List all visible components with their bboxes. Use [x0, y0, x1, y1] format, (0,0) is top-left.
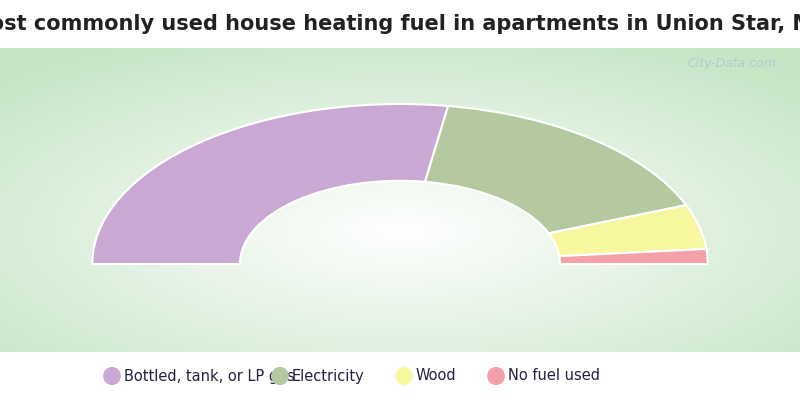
- Ellipse shape: [487, 367, 505, 385]
- Wedge shape: [92, 104, 448, 264]
- Ellipse shape: [395, 367, 413, 385]
- Text: Most commonly used house heating fuel in apartments in Union Star, MO: Most commonly used house heating fuel in…: [0, 14, 800, 34]
- Text: City-Data.com: City-Data.com: [687, 57, 776, 70]
- Text: No fuel used: No fuel used: [508, 368, 600, 384]
- Text: Bottled, tank, or LP gas: Bottled, tank, or LP gas: [124, 368, 295, 384]
- Text: Wood: Wood: [416, 368, 457, 384]
- Wedge shape: [425, 106, 686, 233]
- Ellipse shape: [271, 367, 289, 385]
- Ellipse shape: [103, 367, 121, 385]
- Wedge shape: [549, 205, 706, 256]
- Text: Electricity: Electricity: [292, 368, 365, 384]
- Wedge shape: [559, 249, 708, 264]
